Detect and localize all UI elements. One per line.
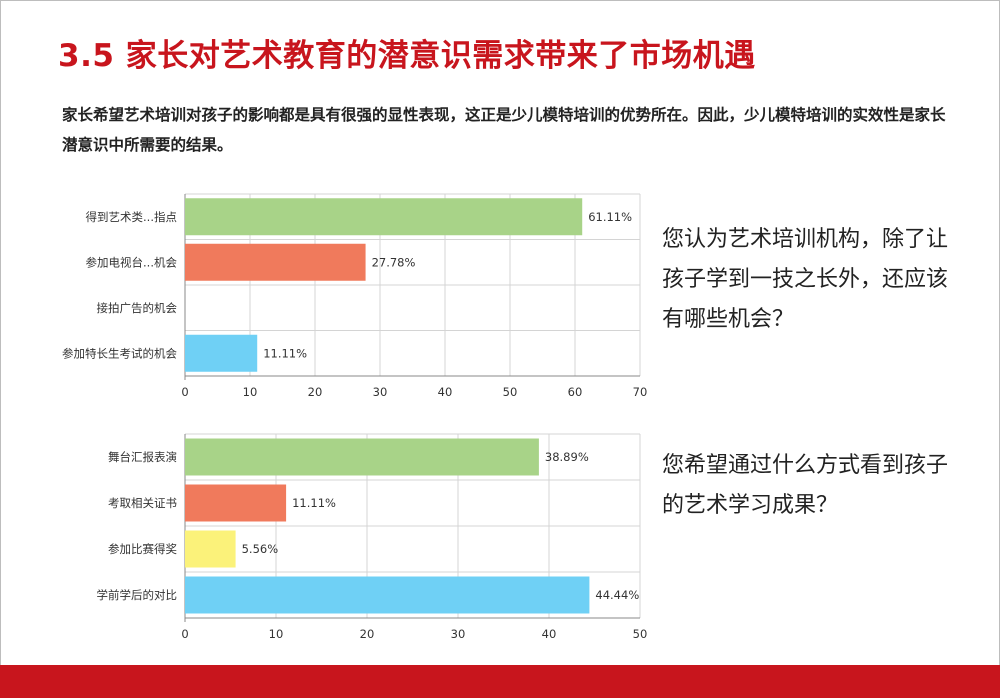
page-title: 3.5 家长对艺术教育的潜意识需求带来了市场机遇 [58,38,756,74]
chart1-bar [185,334,258,372]
chart2-category-label: 考取相关证书 [108,496,177,510]
chart2-value-label: 11.11% [292,496,336,510]
chart1-bar [185,243,366,281]
chart2-tick-label: 50 [633,627,648,641]
chart1-tick-label: 0 [181,385,188,399]
chart2-category-label: 参加比赛得奖 [108,542,177,556]
chart2-category-label: 舞台汇报表演 [108,450,177,464]
charts-canvas: 得到艺术类...指点 61.11% 参加电视台...机会 27.78% 接拍广告的机会参… [62,193,648,641]
chart2-tick-label: 0 [181,627,188,641]
chart2-bar [185,530,236,568]
chart2-category-label: 学前学后的对比 [97,588,178,602]
question-2: 您希望通过什么方式看到孩子的艺术学习成果？ [662,453,949,518]
chart1-tick-label: 50 [503,385,518,399]
chart1-tick-label: 60 [568,385,583,399]
chart1-tick-label: 70 [633,385,648,399]
chart1-tick-label: 40 [438,385,453,399]
chart2-tick-label: 30 [451,627,466,641]
chart2-value-label: 38.89% [545,450,589,464]
chart2-bar [185,484,287,522]
chart1-category-label: 参加特长生考试的机会 [62,346,177,360]
chart2-value-label: 5.56% [242,542,279,556]
question-1: 您认为艺术培训机构，除了让孩子学到一技之长外，还应该有哪些机会？ [662,227,949,332]
chart1-category-label: 参加电视台...机会 [86,255,178,269]
chart2-bar [185,438,539,476]
chart1-bar [185,198,583,236]
chart1-value-label: 27.78% [372,255,416,269]
chart1-value-label: 61.11% [588,210,632,224]
chart1-tick-label: 30 [373,385,388,399]
intro-text: 家长希望艺术培训对孩子的影响都是具有很强的显性表现，这正是少儿模特培训的优势所在… [62,106,946,154]
footer-bar [0,665,1000,698]
chart2-value-label: 44.44% [595,588,639,602]
chart1-category-label: 接拍广告的机会 [97,301,178,315]
chart1-category-label: 得到艺术类...指点 [86,210,177,224]
chart1-tick-label: 10 [243,385,258,399]
chart1-value-label: 11.11% [263,346,307,360]
chart1-tick-label: 20 [308,385,323,399]
chart2-tick-label: 40 [542,627,557,641]
chart2-tick-label: 10 [269,627,284,641]
chart2-bar [185,576,590,614]
chart2-tick-label: 20 [360,627,375,641]
